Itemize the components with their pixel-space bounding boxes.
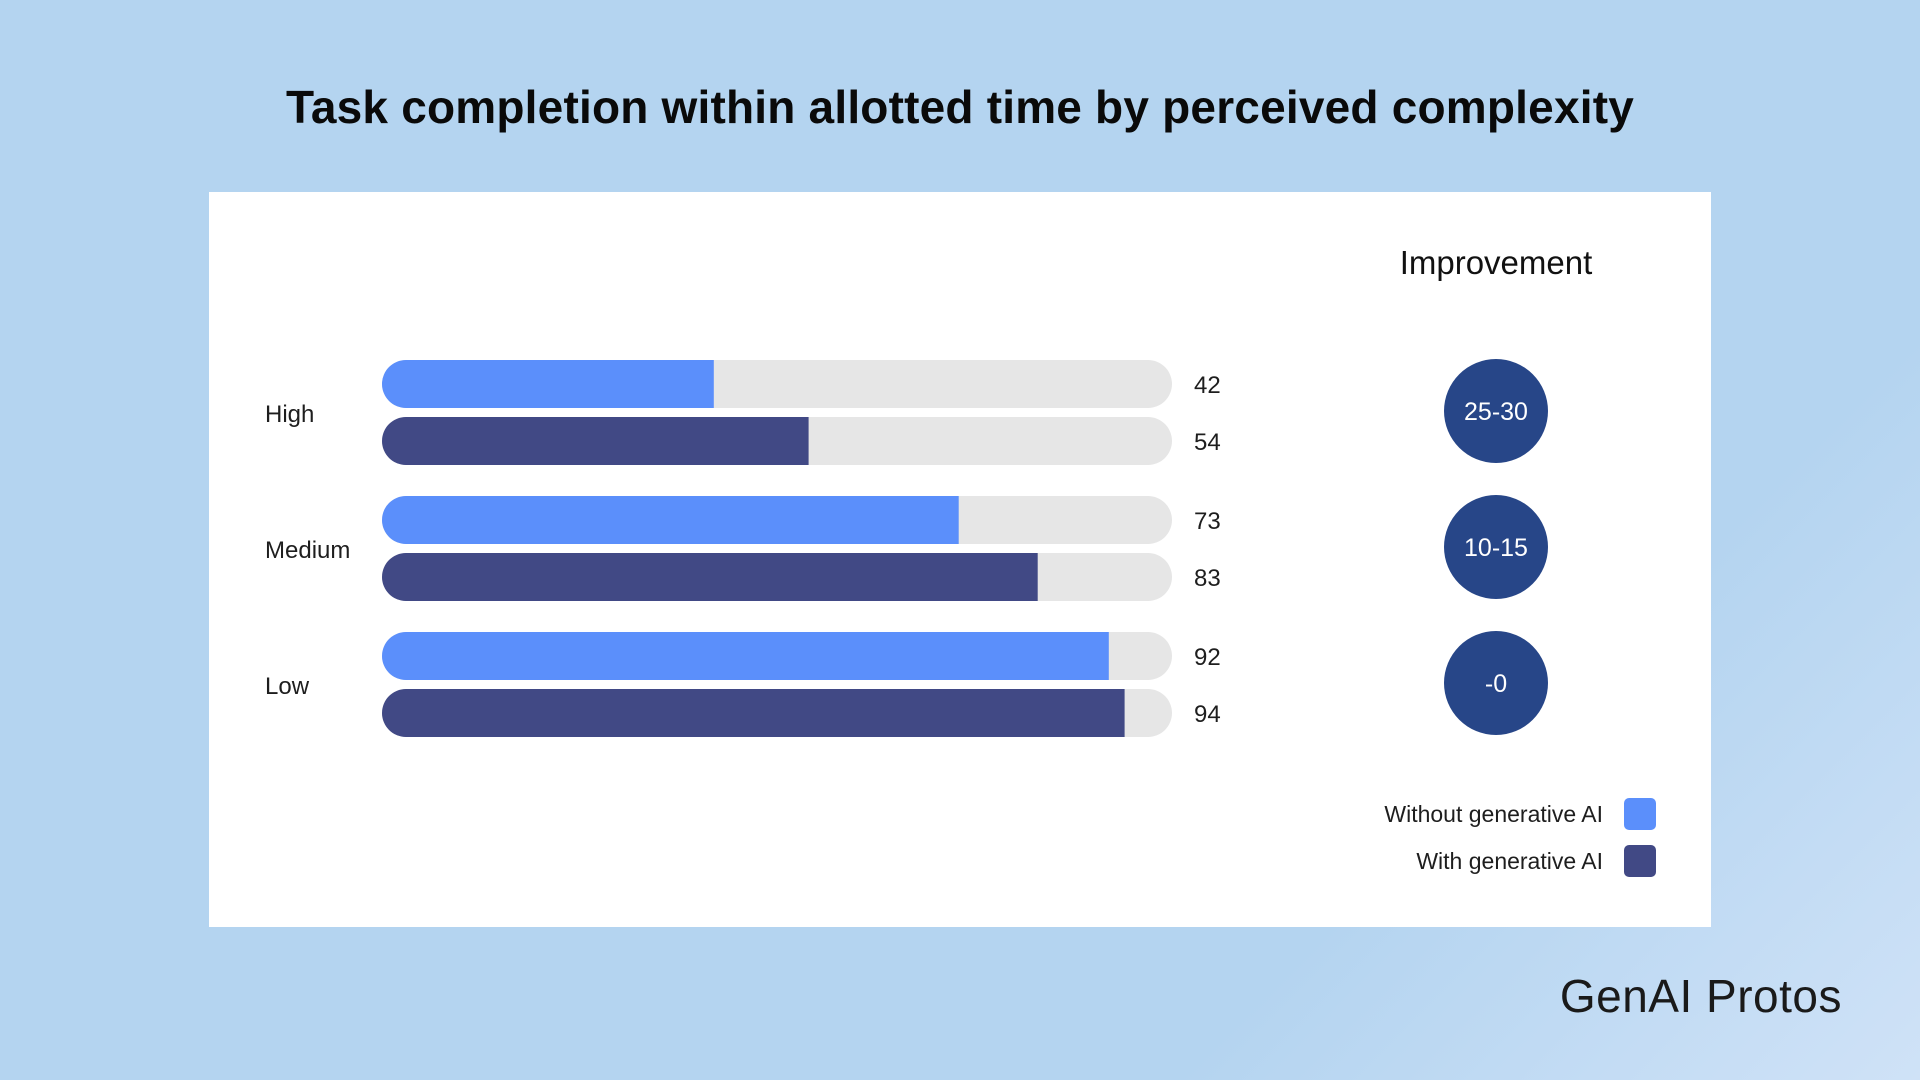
bar-high-without-ai [382,360,714,408]
value-label-medium-with-ai: 83 [1194,565,1221,592]
legend-label-with-ai: With generative AI [1416,848,1603,874]
legend-swatch-with-ai [1624,845,1656,877]
improvement-bubble-high [1444,359,1548,463]
improvement-value-high: 25-30 [1464,398,1528,426]
bar-low-without-ai [382,632,1109,680]
improvement-value-medium: 10-15 [1464,534,1528,562]
value-label-high-without-ai: 42 [1194,372,1221,399]
category-label-medium: Medium [265,537,350,564]
bar-medium-with-ai [382,553,1038,601]
improvement-bubble-low [1444,631,1548,735]
value-label-low-with-ai: 94 [1194,701,1221,728]
improvement-title: Improvement [1400,244,1593,281]
value-label-high-with-ai: 54 [1194,429,1221,456]
legend-swatch-without-ai [1624,798,1656,830]
value-label-medium-without-ai: 73 [1194,508,1221,535]
chart-title: Task completion within allotted time by … [285,81,1635,133]
chart-panel: High 42 54 Medium 73 83 Low 92 94 Improvement 25-3… [209,192,1711,927]
category-label-low: Low [265,673,310,700]
improvement-value-low: -0 [1485,670,1507,698]
improvement-bubble-medium [1444,495,1548,599]
legend-label-without-ai: Without generative AI [1384,801,1603,827]
bar-low-with-ai [382,689,1125,737]
value-label-low-without-ai: 92 [1194,644,1221,671]
bar-high-with-ai [382,417,809,465]
bar-medium-without-ai [382,496,959,544]
bar-chart: High 42 54 Medium 73 83 Low 92 94 Improvement 25-3… [265,244,1656,877]
category-label-high: High [265,401,314,428]
brand-logo: GenAI Protos [1559,970,1842,1022]
